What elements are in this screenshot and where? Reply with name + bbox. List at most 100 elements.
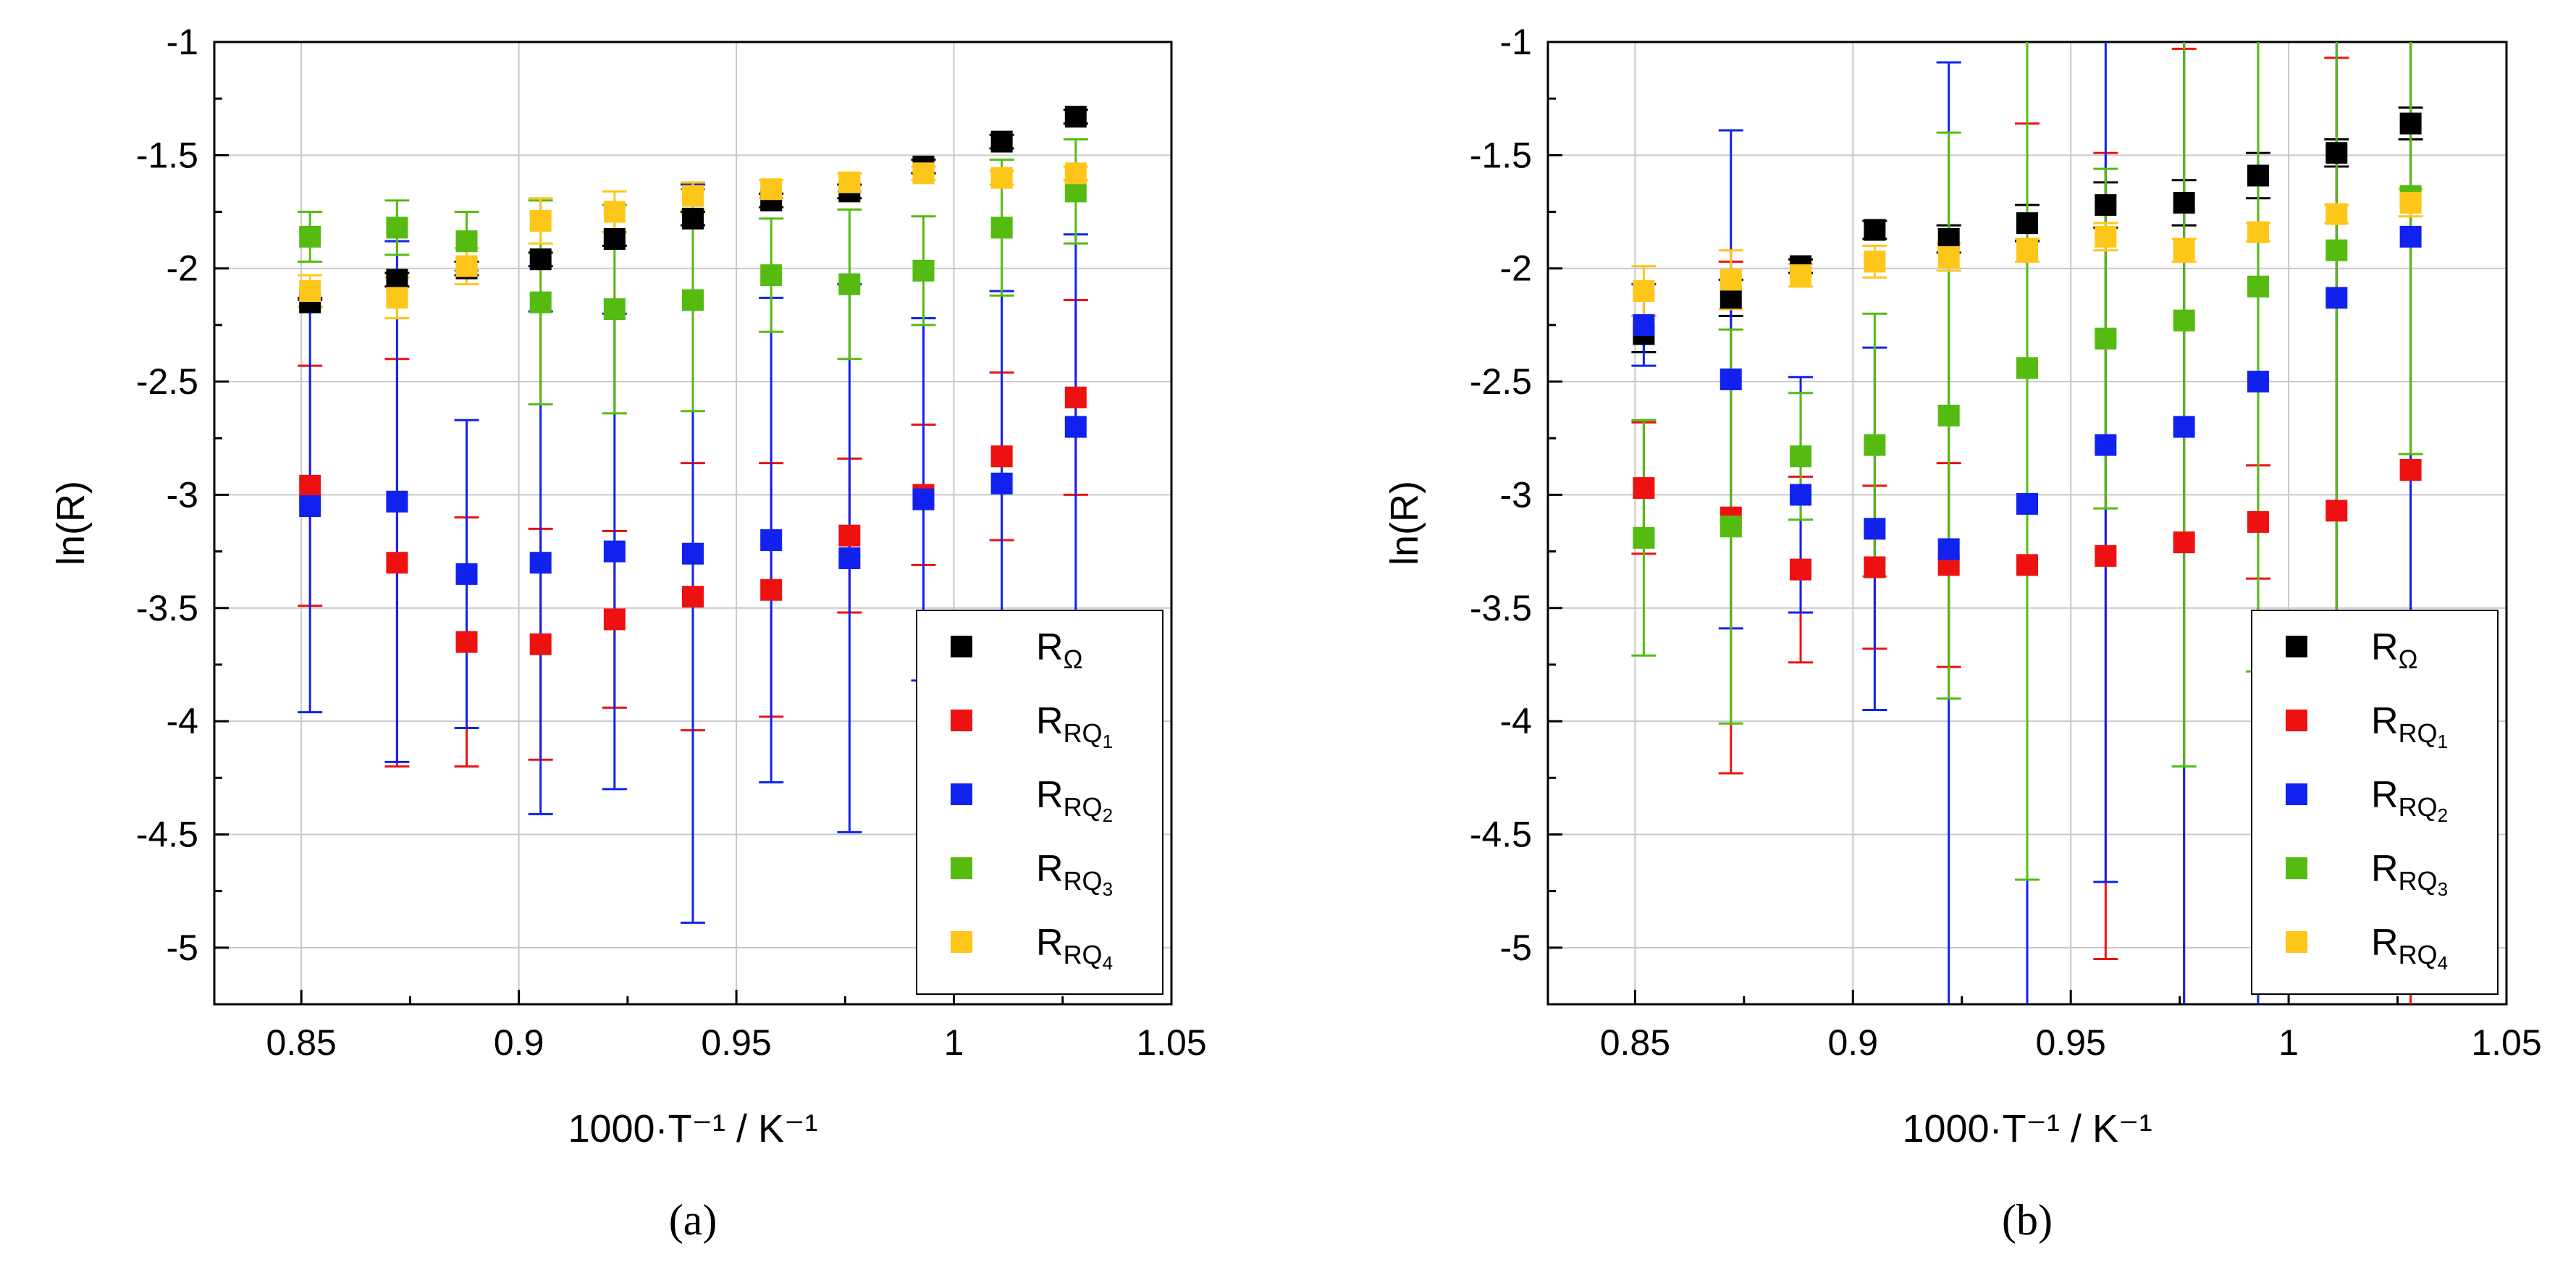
y-tick-label: -3 bbox=[167, 474, 198, 515]
data-point bbox=[760, 529, 783, 551]
data-point bbox=[990, 445, 1013, 468]
x-tick-label: 0.9 bbox=[1828, 1022, 1879, 1063]
data-point bbox=[1633, 279, 1655, 302]
data-point bbox=[529, 552, 552, 574]
y-tick-label: -4.5 bbox=[1470, 814, 1532, 854]
data-point bbox=[2173, 239, 2195, 261]
data-point bbox=[603, 201, 626, 223]
legend: RΩ RRQ1 RRQ2 RRQ3 RRQ4 bbox=[916, 610, 1163, 995]
data-point bbox=[455, 563, 478, 585]
data-point bbox=[2095, 225, 2117, 248]
data-point bbox=[2173, 192, 2195, 214]
legend-label: RRQ2 bbox=[2371, 774, 2448, 826]
legend-label: RΩ bbox=[1036, 626, 1082, 674]
data-point bbox=[1864, 251, 1886, 273]
data-point bbox=[1937, 404, 1960, 426]
data-point bbox=[912, 162, 935, 185]
data-point bbox=[990, 216, 1013, 239]
data-point bbox=[529, 291, 552, 314]
data-point bbox=[838, 524, 861, 547]
data-point bbox=[2325, 142, 2348, 164]
data-point bbox=[990, 472, 1013, 495]
data-point bbox=[455, 230, 478, 253]
data-point bbox=[838, 273, 861, 295]
data-point bbox=[1790, 484, 1812, 506]
data-point bbox=[1790, 445, 1812, 468]
x-tick-label: 0.85 bbox=[266, 1022, 337, 1063]
markers-R_RQ4 bbox=[299, 162, 1087, 309]
data-point bbox=[2325, 287, 2348, 309]
data-point bbox=[529, 248, 552, 271]
data-point bbox=[2016, 492, 2038, 515]
y-tick-label: -2 bbox=[1500, 248, 1532, 289]
y-tick-label: -2.5 bbox=[1470, 361, 1532, 402]
data-point bbox=[2095, 544, 2117, 567]
x-tick-label: 0.9 bbox=[494, 1022, 544, 1063]
y-tick-label: -4 bbox=[167, 701, 198, 741]
y-tick-label: -2 bbox=[167, 248, 198, 289]
data-point bbox=[2247, 164, 2269, 187]
y-tick-label: -3.5 bbox=[1470, 588, 1532, 628]
y-tick-label: -3.5 bbox=[136, 588, 198, 628]
data-point bbox=[1720, 269, 1742, 291]
legend-label: RRQ3 bbox=[1036, 848, 1113, 900]
data-point bbox=[1790, 558, 1812, 581]
data-point bbox=[1720, 287, 1742, 309]
y-tick-label: -4 bbox=[1500, 701, 1532, 741]
panel-a: 0.85 0.9 0.95 1 1.05 -5 -4.5 -4 -3.5 -3 -2.5 -2 -1.5… bbox=[49, 22, 1207, 1244]
legend-marker bbox=[2286, 857, 2307, 879]
x-tick-label: 1 bbox=[944, 1022, 964, 1063]
legend-marker bbox=[951, 710, 972, 731]
data-point bbox=[990, 167, 1013, 189]
markers-R_RQ3 bbox=[1633, 185, 2422, 549]
legend-label: RRQ4 bbox=[2371, 922, 2448, 974]
data-point bbox=[603, 608, 626, 631]
data-point bbox=[2095, 434, 2117, 456]
legend-marker bbox=[951, 636, 972, 657]
markers-R_RQ2 bbox=[1633, 225, 2422, 560]
y-tick-label: -2.5 bbox=[136, 361, 198, 402]
x-tick-label: 0.85 bbox=[1600, 1022, 1670, 1063]
x-tick-label: 1 bbox=[2278, 1022, 2299, 1063]
data-point bbox=[2173, 531, 2195, 554]
markers-R_RQ3 bbox=[299, 180, 1087, 320]
y-tick-label: -3 bbox=[1500, 474, 1532, 515]
data-layer bbox=[1631, 42, 2423, 1004]
data-point bbox=[2173, 416, 2195, 438]
y-tick-label: -5 bbox=[1500, 927, 1532, 968]
legend-label: RRQ2 bbox=[1036, 774, 1113, 826]
data-point bbox=[1937, 538, 1960, 560]
data-layer bbox=[298, 106, 1088, 924]
data-point bbox=[2399, 459, 2422, 481]
legend: RΩ RRQ1 RRQ2 RRQ3 RRQ4 bbox=[2251, 610, 2499, 995]
legend-marker bbox=[951, 931, 972, 953]
plot-frame bbox=[213, 41, 1173, 1006]
data-point bbox=[1064, 106, 1087, 128]
data-point bbox=[2016, 554, 2038, 576]
data-point bbox=[1633, 314, 1655, 336]
data-point bbox=[2399, 192, 2422, 214]
data-point bbox=[603, 540, 626, 563]
data-point bbox=[603, 298, 626, 320]
data-point bbox=[838, 171, 861, 193]
x-tick-label: 1.05 bbox=[2471, 1022, 2541, 1063]
data-point bbox=[1864, 434, 1886, 456]
data-point bbox=[1864, 518, 1886, 540]
data-point bbox=[386, 269, 408, 291]
x-tick-label: 1.05 bbox=[1136, 1022, 1206, 1063]
data-point bbox=[2095, 327, 2117, 350]
data-point bbox=[386, 490, 408, 513]
data-point bbox=[2173, 309, 2195, 332]
data-point bbox=[529, 633, 552, 655]
data-point bbox=[1064, 386, 1087, 408]
data-point bbox=[2095, 194, 2117, 216]
data-point bbox=[2247, 275, 2269, 298]
data-point bbox=[2016, 357, 2038, 379]
data-point bbox=[1937, 228, 1960, 251]
legend-marker bbox=[2286, 710, 2307, 731]
data-point bbox=[682, 542, 704, 565]
panel-caption: (a) bbox=[669, 1196, 717, 1244]
data-point bbox=[2247, 221, 2269, 243]
data-point bbox=[912, 259, 935, 282]
data-point bbox=[1864, 219, 1886, 241]
